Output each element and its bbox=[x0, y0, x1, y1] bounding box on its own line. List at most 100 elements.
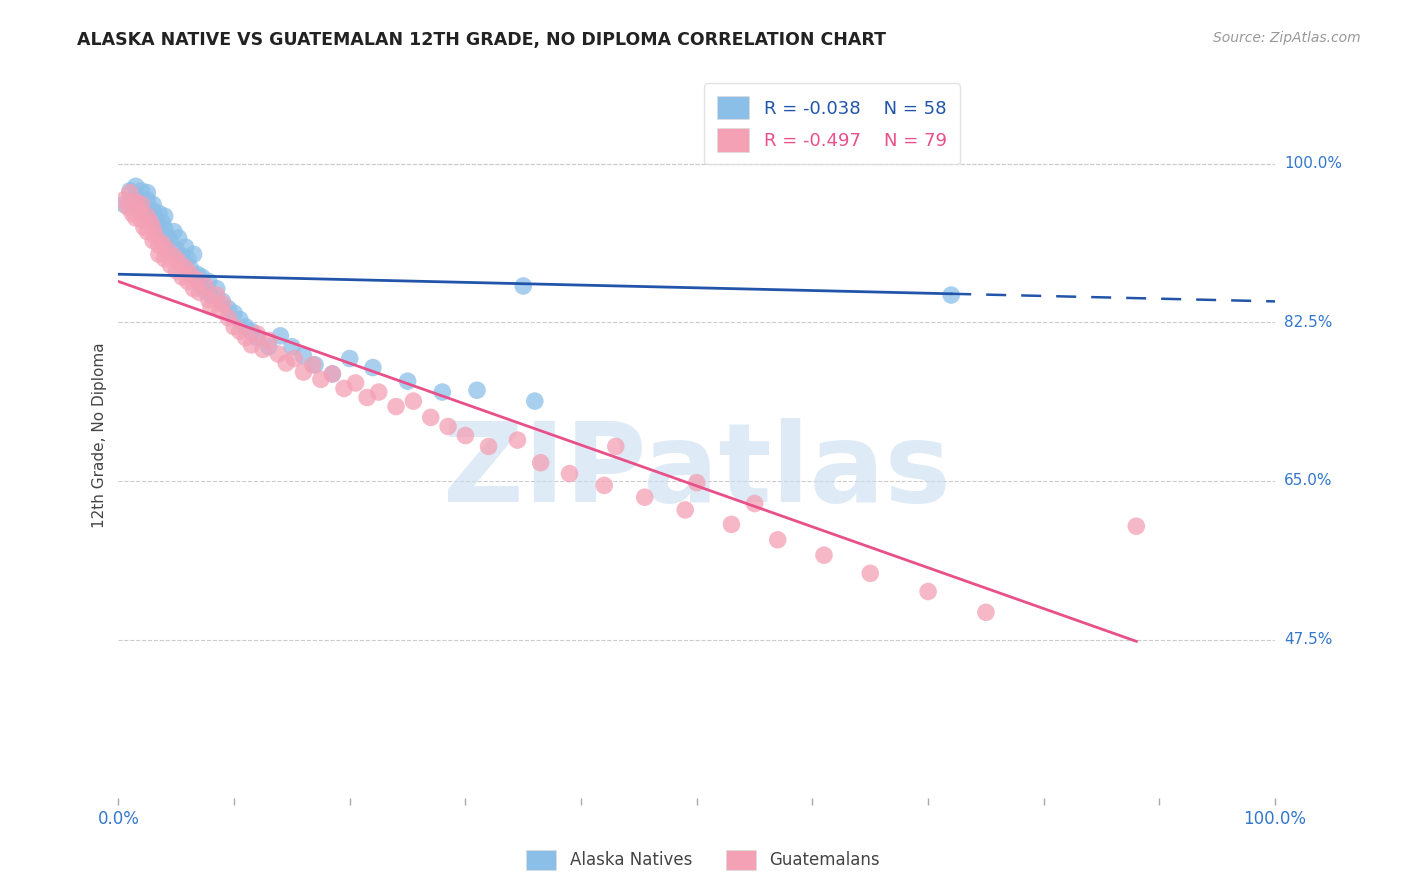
Point bbox=[465, 383, 488, 397]
Point bbox=[156, 243, 179, 257]
Point bbox=[512, 279, 534, 293]
Legend: R = -0.038    N = 58, R = -0.497    N = 79: R = -0.038 N = 58, R = -0.497 N = 79 bbox=[704, 84, 959, 164]
Point bbox=[194, 284, 217, 298]
Point bbox=[766, 533, 789, 547]
Point bbox=[148, 238, 170, 252]
Point bbox=[217, 301, 239, 316]
Point bbox=[744, 497, 766, 511]
Point bbox=[153, 252, 176, 266]
Point bbox=[257, 334, 280, 348]
Point bbox=[974, 605, 997, 619]
Point bbox=[136, 193, 159, 207]
Point bbox=[163, 225, 186, 239]
Point bbox=[188, 277, 211, 291]
Point bbox=[432, 385, 454, 400]
Point bbox=[132, 206, 155, 220]
Point bbox=[183, 247, 205, 261]
Point bbox=[859, 566, 882, 581]
Legend: Alaska Natives, Guatemalans: Alaska Natives, Guatemalans bbox=[520, 843, 886, 877]
Point bbox=[190, 269, 212, 284]
Point bbox=[125, 188, 148, 202]
Point bbox=[205, 288, 228, 302]
Point bbox=[224, 306, 246, 320]
Point bbox=[177, 275, 200, 289]
Point bbox=[136, 225, 159, 239]
Point bbox=[183, 282, 205, 296]
Point bbox=[558, 467, 581, 481]
Point bbox=[304, 358, 326, 372]
Point bbox=[229, 312, 252, 326]
Point bbox=[477, 439, 499, 453]
Point bbox=[136, 186, 159, 200]
Point bbox=[605, 439, 627, 453]
Point bbox=[396, 374, 419, 388]
Point bbox=[246, 326, 269, 341]
Point bbox=[257, 340, 280, 354]
Point bbox=[367, 385, 389, 400]
Point bbox=[200, 288, 222, 302]
Point bbox=[125, 211, 148, 225]
Point bbox=[112, 197, 135, 211]
Point bbox=[686, 475, 709, 490]
Point bbox=[530, 456, 553, 470]
Point bbox=[217, 310, 239, 325]
Point bbox=[292, 365, 315, 379]
Text: 100.0%: 100.0% bbox=[1284, 156, 1343, 171]
Point bbox=[152, 215, 174, 229]
Point bbox=[634, 490, 657, 504]
Text: 65.0%: 65.0% bbox=[1284, 474, 1333, 489]
Point bbox=[593, 478, 616, 492]
Point bbox=[163, 249, 186, 263]
Point bbox=[240, 324, 263, 338]
Point bbox=[506, 433, 529, 447]
Point bbox=[209, 303, 232, 318]
Point bbox=[131, 184, 153, 198]
Point bbox=[131, 212, 153, 227]
Point bbox=[292, 349, 315, 363]
Point bbox=[148, 206, 170, 220]
Point bbox=[211, 294, 233, 309]
Point bbox=[170, 249, 193, 263]
Point bbox=[148, 247, 170, 261]
Point bbox=[117, 200, 139, 214]
Point bbox=[132, 220, 155, 235]
Point bbox=[125, 179, 148, 194]
Point bbox=[240, 338, 263, 352]
Point bbox=[145, 212, 167, 227]
Point bbox=[131, 197, 153, 211]
Point bbox=[941, 288, 963, 302]
Point bbox=[188, 285, 211, 300]
Point bbox=[167, 231, 190, 245]
Point bbox=[917, 584, 939, 599]
Point bbox=[309, 372, 332, 386]
Point bbox=[267, 347, 290, 361]
Point bbox=[333, 381, 356, 395]
Point bbox=[118, 184, 141, 198]
Point bbox=[186, 273, 208, 287]
Point bbox=[454, 428, 477, 442]
Point bbox=[128, 203, 150, 218]
Text: ZIPatlas: ZIPatlas bbox=[443, 418, 950, 525]
Point bbox=[283, 351, 305, 366]
Point bbox=[1125, 519, 1147, 533]
Point bbox=[139, 209, 162, 223]
Point bbox=[167, 254, 190, 268]
Point bbox=[229, 324, 252, 338]
Point bbox=[179, 267, 201, 281]
Point bbox=[177, 252, 200, 266]
Point bbox=[136, 209, 159, 223]
Point bbox=[125, 194, 148, 209]
Point bbox=[194, 279, 217, 293]
Y-axis label: 12th Grade, No Diploma: 12th Grade, No Diploma bbox=[93, 343, 107, 528]
Point bbox=[142, 203, 165, 218]
Point bbox=[186, 267, 208, 281]
Point bbox=[148, 220, 170, 235]
Point bbox=[179, 260, 201, 275]
Text: 82.5%: 82.5% bbox=[1284, 315, 1333, 330]
Point bbox=[385, 400, 408, 414]
Text: Source: ZipAtlas.com: Source: ZipAtlas.com bbox=[1213, 31, 1361, 45]
Point bbox=[165, 243, 187, 257]
Point bbox=[339, 351, 361, 366]
Point bbox=[224, 319, 246, 334]
Point bbox=[419, 410, 441, 425]
